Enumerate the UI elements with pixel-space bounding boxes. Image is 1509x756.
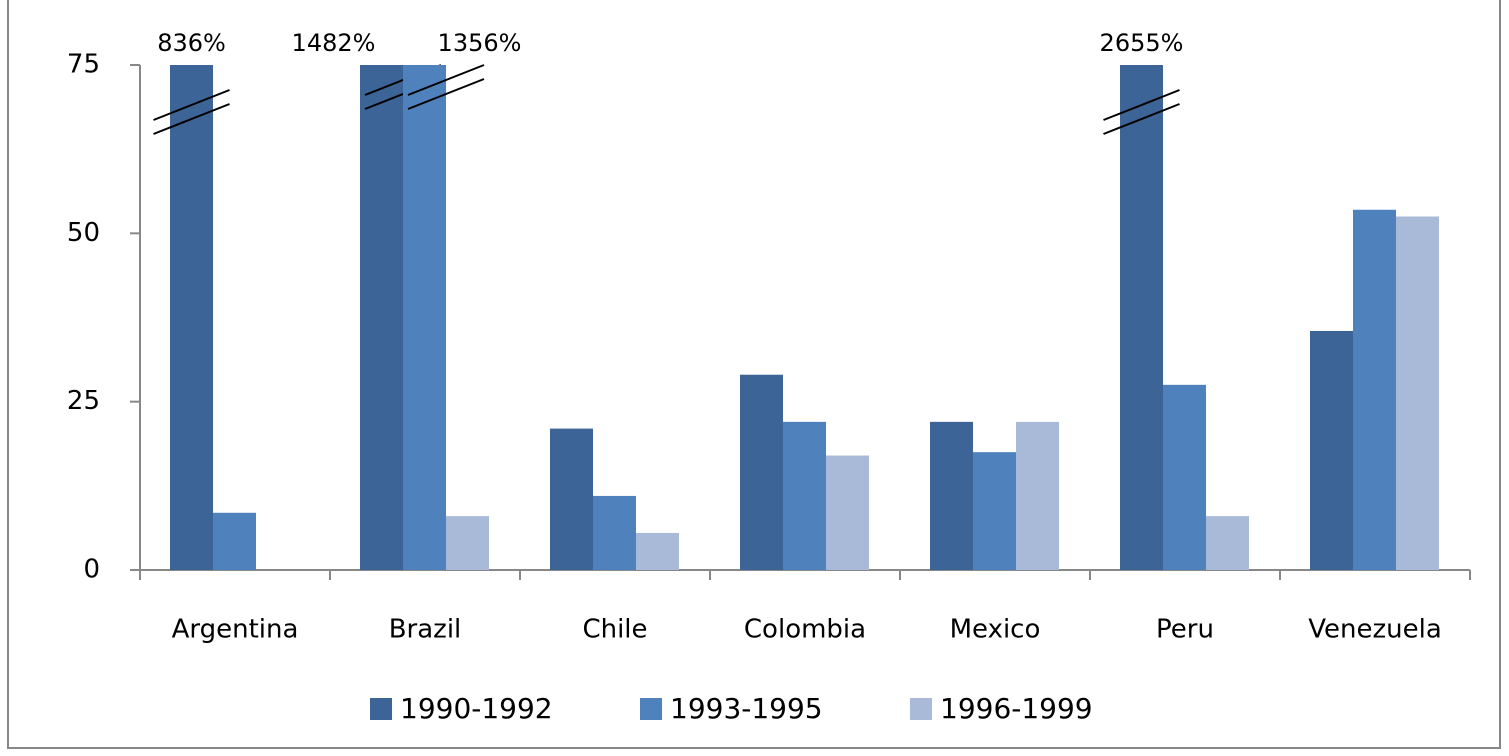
bar [973,452,1016,570]
bar [170,65,213,570]
legend-label: 1993-1995 [670,692,823,725]
break-mark [153,89,230,121]
legend-swatch [370,698,392,720]
bar [1016,421,1059,570]
x-tick-label: Chile [582,615,647,645]
x-tick-label: Peru [1156,615,1214,645]
bar [1163,384,1206,570]
value-label: 836% [157,29,226,57]
y-tick-label: 50 [67,218,100,248]
x-tick-label: Mexico [950,615,1041,645]
x-tick-label: Venezuela [1308,615,1442,645]
bar [360,65,403,570]
bar [593,495,636,570]
legend-swatch [910,698,932,720]
break-mark [407,78,485,110]
bar [1206,516,1249,570]
y-tick-label: 0 [83,555,100,585]
value-label: 1482% [292,29,376,57]
y-tick-label: 25 [67,386,100,416]
chart-frame [7,0,1501,749]
bar [826,455,869,570]
bar [446,516,489,570]
break-mark [153,103,230,135]
bar [1396,216,1439,570]
x-tick-label: Argentina [172,615,299,645]
bar [1353,209,1396,570]
x-tick-label: Colombia [744,615,866,645]
break-mark [1103,89,1180,121]
bar [740,374,783,570]
value-label: 1356% [438,29,522,57]
bar [213,512,256,570]
bar [403,65,446,570]
legend-swatch [640,698,662,720]
break-mark [407,64,485,96]
bar [783,421,826,570]
value-label: 2655% [1100,29,1184,57]
x-tick-label: Brazil [389,615,462,645]
legend-label: 1996-1999 [940,692,1093,725]
bar [550,428,593,570]
bar [930,421,973,570]
y-tick-label: 75 [67,50,100,80]
bar [1310,330,1353,570]
bar [636,532,679,570]
break-mark [1103,103,1180,135]
bar [1120,65,1163,570]
legend-label: 1990-1992 [400,692,553,725]
